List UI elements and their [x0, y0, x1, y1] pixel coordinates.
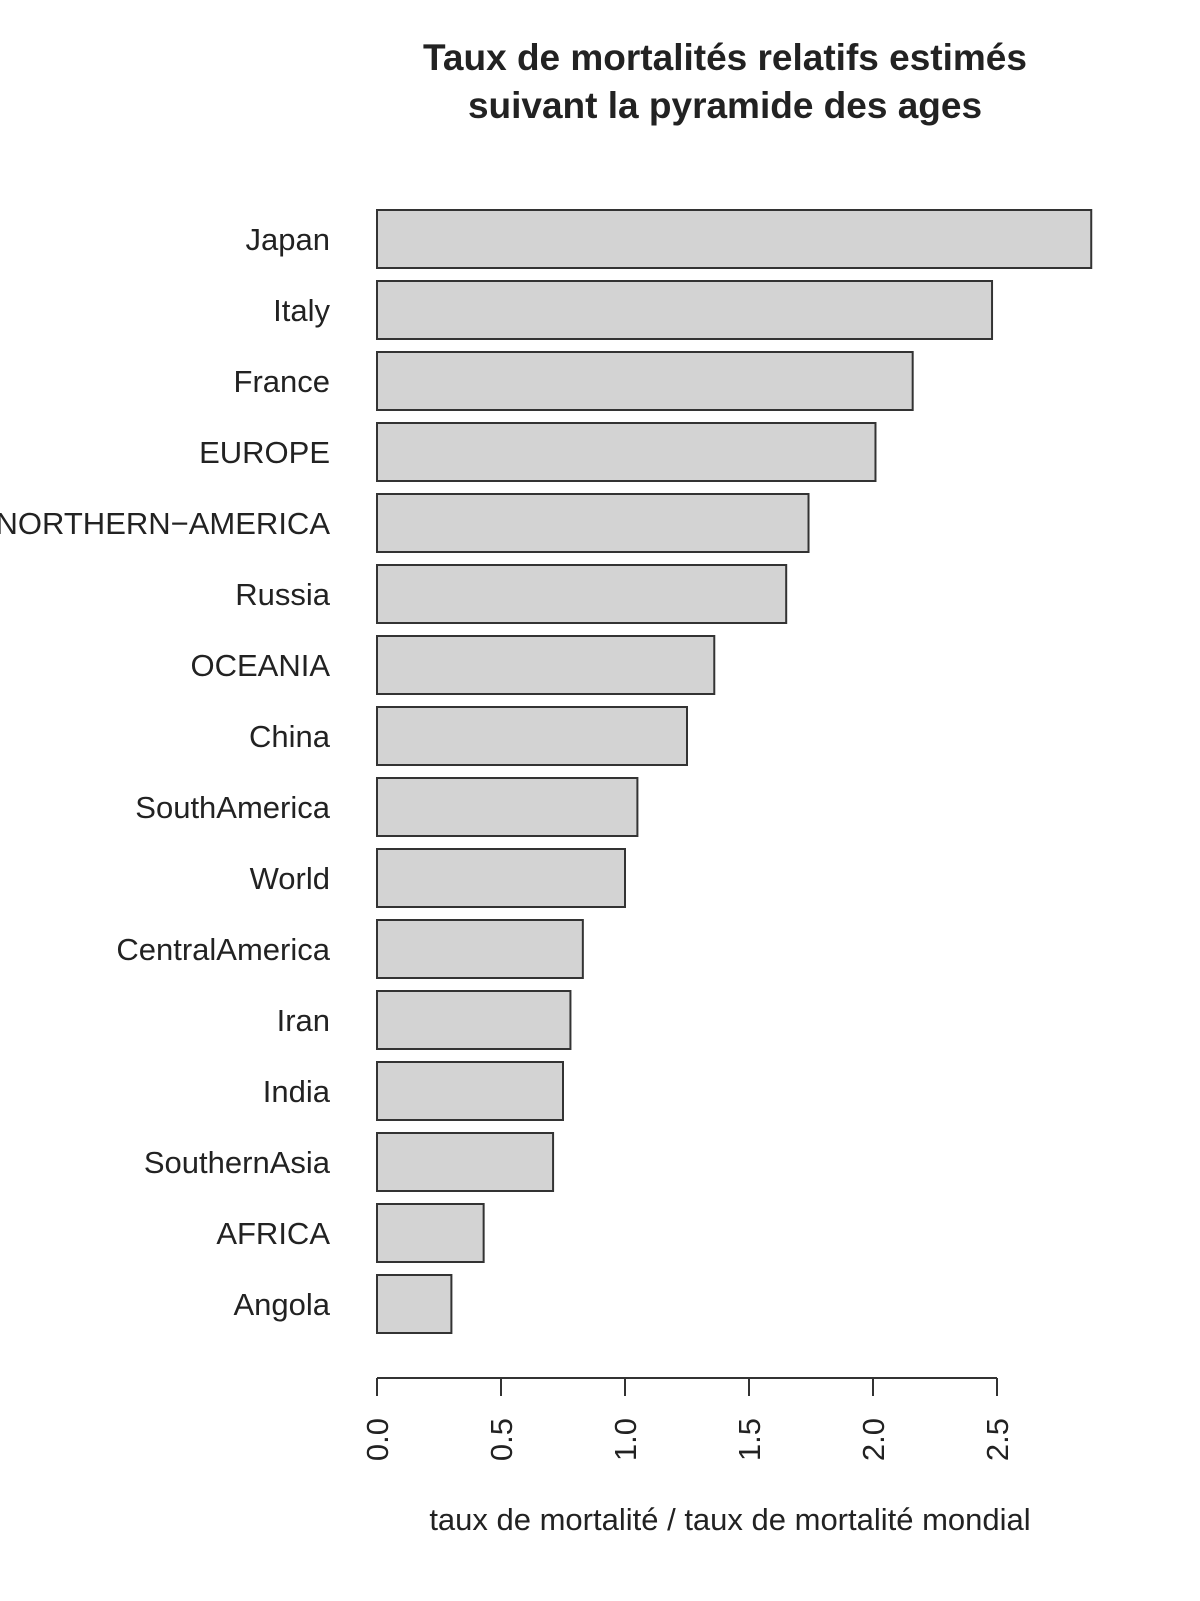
bar-africa	[376, 1203, 485, 1263]
category-label: Angola	[233, 1287, 330, 1322]
x-axis: 0.0 0.5 1.0 1.5 2.0 2.5	[360, 1377, 1015, 1461]
category-label: Italy	[273, 293, 330, 328]
category-label: SouthAmerica	[135, 790, 330, 825]
category-label: World	[250, 861, 330, 896]
chart-title-line-1: Taux de mortalités relatifs estimés	[423, 37, 1027, 78]
bar-europe	[376, 422, 877, 482]
x-tick-label: 1.0	[608, 1418, 643, 1461]
category-label: AFRICA	[216, 1216, 330, 1251]
category-label: CentralAmerica	[116, 932, 330, 967]
category-labels: Japan Italy France EUROPE NORTHERN−AMERICA Ru…	[0, 222, 331, 1322]
bar-china	[376, 706, 688, 766]
bars-group	[376, 209, 1093, 1334]
bar-iran	[376, 990, 572, 1050]
category-label: France	[234, 364, 330, 399]
bar-world	[376, 848, 626, 908]
bar-angola	[376, 1274, 453, 1334]
bar-oceania	[376, 635, 716, 695]
bar-india	[376, 1061, 564, 1121]
category-label: Japan	[246, 222, 330, 257]
chart-title-line-2: suivant la pyramide des ages	[468, 85, 982, 126]
x-tick-label: 2.0	[856, 1418, 891, 1461]
bar-japan	[376, 209, 1093, 269]
x-tick-label: 2.5	[980, 1418, 1015, 1461]
bar-centralamerica	[376, 919, 584, 979]
category-label: NORTHERN−AMERICA	[0, 506, 330, 541]
bar-russia	[376, 564, 788, 624]
category-label: Iran	[277, 1003, 330, 1038]
x-tick-label: 0.5	[484, 1418, 519, 1461]
bar-italy	[376, 280, 994, 340]
category-label: EUROPE	[199, 435, 330, 470]
x-axis-title: taux de mortalité / taux de mortalité mo…	[429, 1502, 1030, 1537]
category-label: OCEANIA	[190, 648, 330, 683]
x-tick-label: 0.0	[360, 1418, 395, 1461]
category-label: SouthernAsia	[144, 1145, 331, 1180]
x-tick-label: 1.5	[732, 1418, 767, 1461]
category-label: India	[263, 1074, 331, 1109]
bar-france	[376, 351, 914, 411]
bar-northern-america	[376, 493, 810, 553]
category-label: China	[249, 719, 331, 754]
bar-southamerica	[376, 777, 639, 837]
bar-southernasia	[376, 1132, 555, 1192]
category-label: Russia	[235, 577, 331, 612]
